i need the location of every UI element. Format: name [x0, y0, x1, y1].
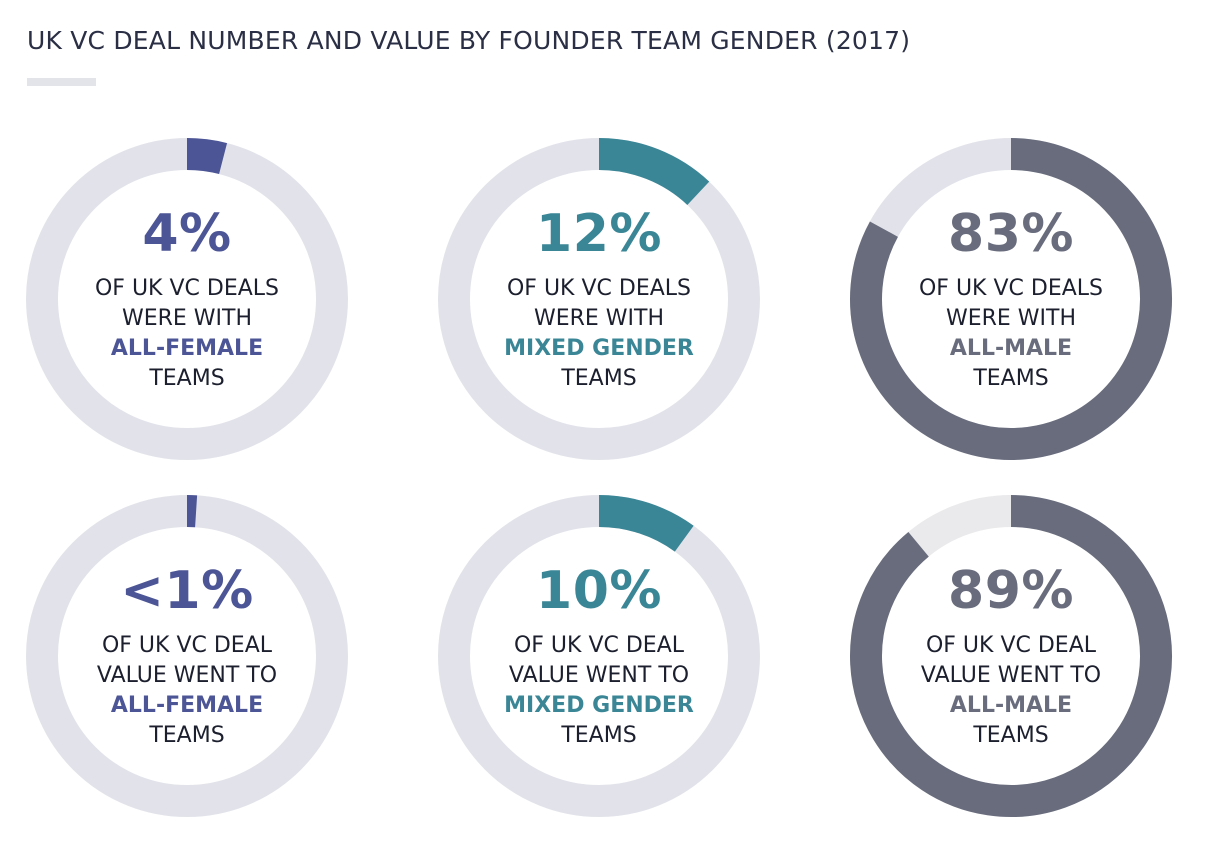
donut-value-arc	[850, 138, 1172, 460]
donut-svg	[26, 495, 348, 817]
donut-svg	[850, 138, 1172, 460]
percentage-value: 89%	[948, 561, 1074, 621]
description: OF UK VC DEAL VALUE WENT TO ALL-FEMALE T…	[24, 631, 350, 751]
donut-text: 89% OF UK VC DEAL VALUE WENT TO ALL-MALE…	[848, 563, 1174, 751]
donut-text: 12% OF UK VC DEALS WERE WITH MIXED GENDE…	[436, 206, 762, 394]
description-line-1: OF UK VC DEAL	[513, 633, 685, 658]
description: OF UK VC DEALS WERE WITH MIXED GENDER TE…	[436, 274, 762, 394]
donut-svg	[850, 495, 1172, 817]
donut-chart-deals-mixed-gender: 12% OF UK VC DEALS WERE WITH MIXED GENDE…	[436, 136, 762, 462]
donut-value-arc	[186, 138, 228, 175]
donut-text: 10% OF UK VC DEAL VALUE WENT TO MIXED GE…	[436, 563, 762, 751]
team-type-label: ALL-MALE	[949, 693, 1073, 718]
donut-svg	[438, 495, 760, 817]
team-type-label: MIXED GENDER	[504, 336, 694, 361]
description-line-2: VALUE WENT TO	[508, 663, 690, 688]
description-line-4: TEAMS	[973, 366, 1049, 391]
donut-chart-value-mixed-gender: 10% OF UK VC DEAL VALUE WENT TO MIXED GE…	[436, 493, 762, 819]
title-divider	[27, 78, 96, 86]
description-line-4: TEAMS	[149, 366, 225, 391]
percentage-value: 12%	[536, 204, 662, 264]
donut-chart-deals-all-female: 4% OF UK VC DEALS WERE WITH ALL-FEMALE T…	[24, 136, 350, 462]
donut-svg	[438, 138, 760, 460]
donut-track	[26, 495, 348, 817]
description-line-2: VALUE WENT TO	[920, 663, 1102, 688]
team-type-label: MIXED GENDER	[504, 693, 694, 718]
description-line-1: OF UK VC DEAL	[925, 633, 1097, 658]
donut-chart-value-all-female: <1% OF UK VC DEAL VALUE WENT TO ALL-FEMA…	[24, 493, 350, 819]
description-line-1: OF UK VC DEALS	[94, 276, 279, 301]
description: OF UK VC DEAL VALUE WENT TO ALL-MALE TEA…	[848, 631, 1174, 751]
team-type-label: ALL-MALE	[949, 336, 1073, 361]
donut-text: <1% OF UK VC DEAL VALUE WENT TO ALL-FEMA…	[24, 563, 350, 751]
description-line-4: TEAMS	[561, 723, 637, 748]
description-line-1: OF UK VC DEALS	[918, 276, 1103, 301]
donut-value-arc	[598, 495, 694, 552]
description-line-2: WERE WITH	[121, 306, 253, 331]
description-line-4: TEAMS	[149, 723, 225, 748]
description: OF UK VC DEAL VALUE WENT TO MIXED GENDER…	[436, 631, 762, 751]
donut-svg	[26, 138, 348, 460]
donut-text: 4% OF UK VC DEALS WERE WITH ALL-FEMALE T…	[24, 206, 350, 394]
description: OF UK VC DEALS WERE WITH ALL-MALE TEAMS	[848, 274, 1174, 394]
description-line-2: VALUE WENT TO	[96, 663, 278, 688]
description-line-2: WERE WITH	[533, 306, 665, 331]
percentage-value: <1%	[120, 561, 254, 621]
donut-chart-deals-all-male: 83% OF UK VC DEALS WERE WITH ALL-MALE TE…	[848, 136, 1174, 462]
description-line-2: WERE WITH	[945, 306, 1077, 331]
team-type-label: ALL-FEMALE	[110, 336, 264, 361]
description-line-1: OF UK VC DEALS	[506, 276, 691, 301]
description: OF UK VC DEALS WERE WITH ALL-FEMALE TEAM…	[24, 274, 350, 394]
page-title: UK VC DEAL NUMBER AND VALUE BY FOUNDER T…	[27, 26, 911, 55]
team-type-label: ALL-FEMALE	[110, 693, 264, 718]
donut-chart-value-all-male: 89% OF UK VC DEAL VALUE WENT TO ALL-MALE…	[848, 493, 1174, 819]
description-line-1: OF UK VC DEAL	[101, 633, 273, 658]
percentage-value: 4%	[142, 204, 232, 264]
donut-value-arc	[598, 138, 710, 206]
description-line-4: TEAMS	[973, 723, 1049, 748]
percentage-value: 83%	[948, 204, 1074, 264]
donut-text: 83% OF UK VC DEALS WERE WITH ALL-MALE TE…	[848, 206, 1174, 394]
description-line-4: TEAMS	[561, 366, 637, 391]
donut-value-arc	[850, 495, 1172, 817]
percentage-value: 10%	[536, 561, 662, 621]
